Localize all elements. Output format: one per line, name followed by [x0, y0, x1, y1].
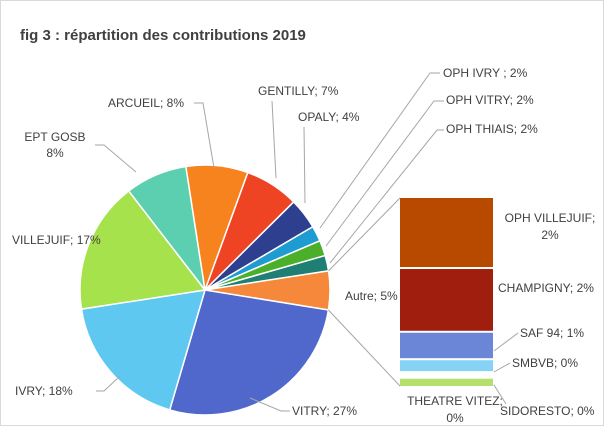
connector — [328, 309, 401, 387]
leader-line — [95, 144, 137, 173]
bar-segment — [400, 378, 493, 386]
data-label: THEATRE VITEZ; 0% — [407, 394, 503, 425]
data-label: SAF 94; 1% — [520, 326, 584, 340]
bar-segment — [400, 198, 493, 268]
bar-segment — [400, 360, 493, 372]
pie-slice — [80, 289, 207, 411]
leader-line — [194, 102, 215, 169]
leader-line — [325, 100, 444, 247]
data-label: CHAMPIGNY; 2% — [498, 281, 594, 295]
leader-line — [249, 397, 290, 412]
bar-segment — [400, 332, 493, 359]
pie-slice — [168, 289, 330, 416]
pie-slice — [79, 189, 207, 310]
data-label: OPH VITRY; 2% — [446, 93, 534, 107]
data-label: OPH VILLEJUIF; 2% — [505, 211, 596, 242]
data-label: VILLEJUIF; 17% — [12, 233, 101, 247]
data-label-line: OPH VILLEJUIF; — [505, 211, 596, 225]
data-label: SIDORESTO; 0% — [500, 404, 595, 418]
data-label-line: 2% — [541, 228, 559, 242]
leader-line — [493, 332, 519, 352]
data-label-line: EPT GOSB — [24, 130, 85, 144]
bar-segment — [400, 269, 493, 331]
data-label: GENTILLY; 7% — [258, 84, 339, 98]
data-label: OPALY; 4% — [298, 110, 360, 124]
leader-line — [271, 100, 277, 179]
leader-line — [96, 375, 121, 392]
data-label: Autre; 5% — [345, 289, 398, 303]
data-label: OPH THIAIS; 2% — [446, 122, 538, 136]
bar-segment — [400, 373, 493, 377]
leader-line — [303, 126, 306, 204]
leader-line — [493, 362, 511, 373]
pie-slice — [185, 164, 249, 291]
data-label-line: THEATRE VITEZ; — [407, 394, 503, 408]
chart-title: fig 3 : répartition des contributions 20… — [20, 27, 306, 44]
leader-line — [493, 384, 507, 405]
leader-line — [319, 72, 440, 229]
data-label-line: 0% — [446, 411, 464, 425]
data-label: IVRY; 18% — [15, 384, 73, 398]
leader-line — [329, 129, 444, 264]
data-label: ARCUEIL; 8% — [108, 96, 184, 110]
data-label: SMBVB; 0% — [512, 356, 578, 370]
data-label-line: 8% — [46, 146, 64, 160]
data-label: OPH IVRY ; 2% — [443, 66, 528, 80]
connector — [328, 197, 401, 272]
data-label: EPT GOSB 8% — [24, 130, 85, 160]
data-label: VITRY; 27% — [292, 404, 357, 418]
